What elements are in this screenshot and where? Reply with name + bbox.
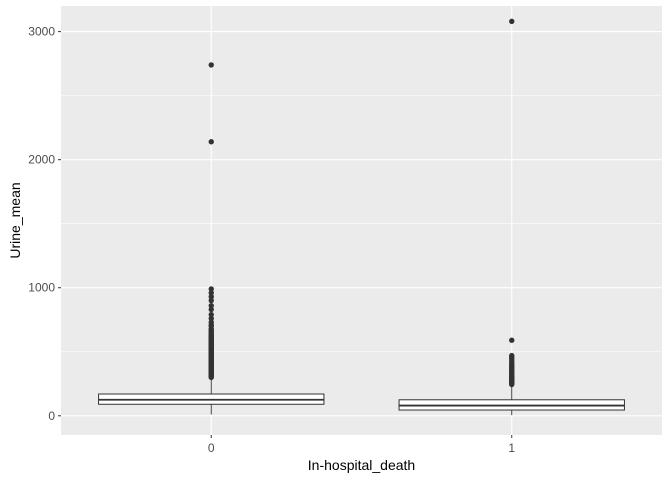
outlier-point xyxy=(208,306,214,313)
outlier-point xyxy=(208,319,214,326)
minor-gridlines xyxy=(61,95,662,353)
y-tick-label: 1000 xyxy=(28,281,55,295)
y-axis-title: Urine_mean xyxy=(7,182,23,258)
plot-panel xyxy=(61,6,662,435)
x-axis-title: In-hospital_death xyxy=(308,457,415,473)
box-group-0 xyxy=(98,62,325,415)
outlier-point xyxy=(208,293,214,300)
box-group-1 xyxy=(398,18,625,416)
outlier-point xyxy=(509,352,515,359)
boxes xyxy=(98,18,625,416)
x-tick-label: 1 xyxy=(508,441,515,455)
outlier-point xyxy=(208,311,214,318)
outlier-point xyxy=(509,337,515,343)
outlier-point xyxy=(208,297,214,304)
outlier-point xyxy=(208,139,214,145)
y-axis: 0 1000 2000 3000 xyxy=(28,25,61,423)
outlier-point xyxy=(208,302,214,309)
x-tick-label: 0 xyxy=(208,441,215,455)
y-tick-label: 2000 xyxy=(28,153,55,167)
outlier-point xyxy=(509,18,515,25)
outlier-point xyxy=(208,290,214,296)
y-tick-label: 0 xyxy=(48,409,55,423)
outlier-point xyxy=(208,286,214,292)
outlier-point xyxy=(208,315,214,322)
outlier-point xyxy=(208,62,214,68)
y-tick-label: 3000 xyxy=(28,25,55,39)
